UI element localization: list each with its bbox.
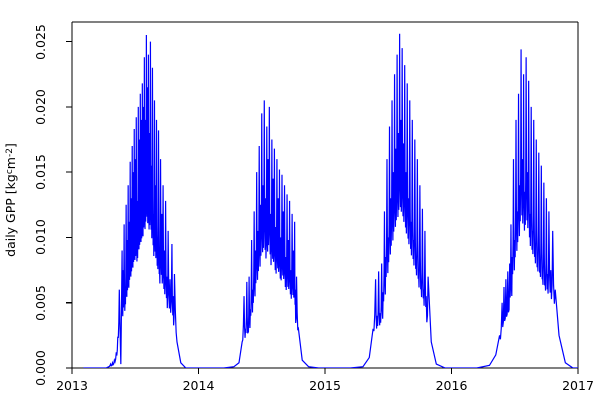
x-tick-label-4: 2017 bbox=[562, 378, 594, 393]
x-tick-label-3: 2016 bbox=[435, 378, 468, 393]
y-tick-label-2: 0.010 bbox=[33, 219, 48, 256]
y-tick-label-1: 0.005 bbox=[33, 284, 48, 321]
y-tick-label-3: 0.015 bbox=[33, 154, 48, 191]
gpp-series-line bbox=[83, 33, 578, 368]
y-tick-label-4: 0.020 bbox=[33, 88, 48, 125]
y-tick-label-5: 0.025 bbox=[33, 23, 48, 60]
x-tick-label-1: 2014 bbox=[182, 378, 215, 393]
x-tick-label-2: 2015 bbox=[309, 378, 341, 393]
x-tick-label-0: 2013 bbox=[56, 378, 88, 393]
